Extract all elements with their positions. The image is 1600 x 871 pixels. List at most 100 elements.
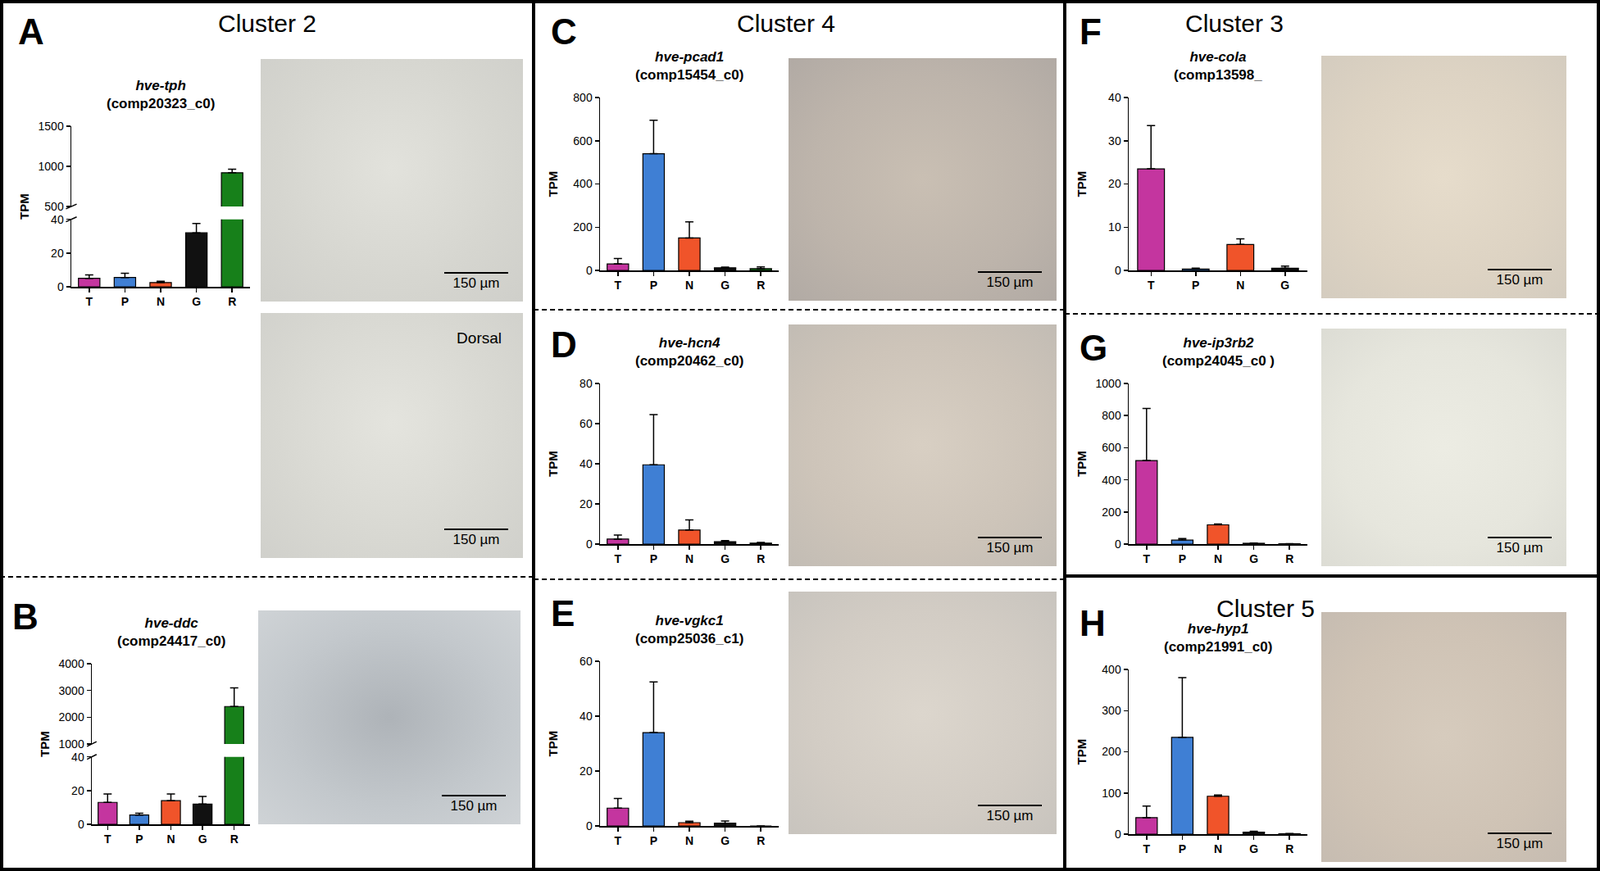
svg-text:P: P <box>650 552 658 566</box>
svg-text:20: 20 <box>579 497 593 511</box>
svg-text:TPM: TPM <box>1074 739 1089 766</box>
svg-text:R: R <box>756 834 765 848</box>
svg-text:hve-hyp1(comp21991_c0): hve-hyp1(comp21991_c0) <box>1163 621 1273 655</box>
svg-text:G: G <box>720 278 730 292</box>
svg-text:0: 0 <box>586 263 593 278</box>
svg-text:hve-hcn4(comp20462_c0): hve-hcn4(comp20462_c0) <box>635 335 744 369</box>
svg-text:0: 0 <box>586 537 593 551</box>
svg-text:G: G <box>720 834 730 848</box>
svg-text:80: 80 <box>579 377 593 391</box>
svg-text:20: 20 <box>50 246 64 260</box>
svg-text:hve-cola(comp13598_: hve-cola(comp13598_ <box>1173 49 1263 83</box>
svg-text:T: T <box>1143 842 1151 856</box>
svg-text:N: N <box>1213 842 1223 856</box>
svg-text:P: P <box>650 834 658 848</box>
svg-text:3000: 3000 <box>59 684 85 698</box>
svg-text:4000: 4000 <box>59 657 85 671</box>
svg-text:30: 30 <box>1108 134 1122 148</box>
svg-text:T: T <box>614 552 623 566</box>
svg-text:600: 600 <box>1101 440 1122 455</box>
svg-text:R: R <box>756 552 765 566</box>
svg-text:200: 200 <box>572 220 593 234</box>
svg-text:P: P <box>121 295 129 309</box>
svg-text:T: T <box>1143 552 1151 566</box>
svg-text:G: G <box>198 832 208 846</box>
svg-text:1000: 1000 <box>38 159 64 173</box>
svg-text:20: 20 <box>579 764 593 778</box>
svg-text:hve-ip3rb2(comp24045_c0 ): hve-ip3rb2(comp24045_c0 ) <box>1162 335 1275 369</box>
svg-text:0: 0 <box>57 280 64 294</box>
svg-text:20: 20 <box>71 784 85 798</box>
svg-text:600: 600 <box>572 134 593 148</box>
svg-text:N: N <box>1213 552 1223 566</box>
svg-text:2000: 2000 <box>59 710 85 724</box>
svg-text:TPM: TPM <box>545 731 560 758</box>
svg-text:1000: 1000 <box>59 737 85 751</box>
svg-text:R: R <box>227 295 237 309</box>
svg-text:800: 800 <box>572 90 593 105</box>
svg-text:N: N <box>1236 278 1245 292</box>
svg-text:R: R <box>1285 552 1294 566</box>
svg-text:T: T <box>614 834 623 848</box>
svg-text:N: N <box>685 278 694 292</box>
svg-text:T: T <box>86 295 94 309</box>
svg-text:400: 400 <box>572 177 593 191</box>
svg-text:800: 800 <box>1101 409 1122 423</box>
svg-text:0: 0 <box>1114 827 1122 841</box>
svg-text:G: G <box>1249 842 1259 856</box>
svg-text:10: 10 <box>1108 220 1122 234</box>
svg-text:TPM: TPM <box>545 171 560 198</box>
svg-text:G: G <box>1280 278 1290 292</box>
svg-text:40: 40 <box>50 213 64 227</box>
svg-text:1000: 1000 <box>1095 377 1122 391</box>
svg-text:200: 200 <box>1101 505 1122 519</box>
svg-text:P: P <box>1178 842 1187 856</box>
svg-text:0: 0 <box>1114 537 1122 551</box>
svg-text:hve-pcad1(comp15454_c0): hve-pcad1(comp15454_c0) <box>635 49 744 83</box>
svg-text:G: G <box>1249 552 1259 566</box>
svg-text:T: T <box>614 278 623 292</box>
svg-text:TPM: TPM <box>1074 171 1089 198</box>
svg-text:500: 500 <box>44 200 64 214</box>
svg-text:R: R <box>1285 842 1294 856</box>
svg-text:60: 60 <box>579 654 593 669</box>
svg-text:TPM: TPM <box>17 193 32 220</box>
svg-text:N: N <box>156 295 165 309</box>
svg-text:R: R <box>230 832 239 846</box>
svg-text:0: 0 <box>1114 263 1122 278</box>
svg-text:P: P <box>1178 552 1187 566</box>
svg-text:hve-tph(comp20323_c0): hve-tph(comp20323_c0) <box>106 77 215 112</box>
svg-text:40: 40 <box>71 750 85 764</box>
svg-text:400: 400 <box>1101 473 1122 487</box>
svg-text:T: T <box>104 832 112 846</box>
svg-text:N: N <box>685 552 694 566</box>
svg-text:G: G <box>720 552 730 566</box>
svg-text:TPM: TPM <box>545 450 560 478</box>
svg-text:400: 400 <box>1101 663 1122 677</box>
svg-text:200: 200 <box>1101 745 1122 759</box>
svg-text:60: 60 <box>579 417 593 431</box>
svg-text:300: 300 <box>1101 704 1122 718</box>
svg-text:N: N <box>685 834 694 848</box>
svg-text:100: 100 <box>1101 786 1122 800</box>
svg-text:40: 40 <box>579 709 593 723</box>
svg-text:P: P <box>1191 278 1200 292</box>
svg-text:40: 40 <box>579 457 593 471</box>
svg-text:R: R <box>756 278 765 292</box>
svg-text:0: 0 <box>586 819 593 833</box>
svg-text:G: G <box>191 295 201 309</box>
svg-text:hve-vgkc1(comp25036_c1): hve-vgkc1(comp25036_c1) <box>635 613 744 647</box>
svg-text:T: T <box>1147 278 1155 292</box>
svg-text:0: 0 <box>77 818 85 832</box>
svg-text:1500: 1500 <box>38 119 64 133</box>
svg-text:hve-ddc(comp24417_c0): hve-ddc(comp24417_c0) <box>117 615 226 650</box>
svg-text:P: P <box>135 832 143 846</box>
svg-text:40: 40 <box>1108 90 1122 105</box>
svg-text:20: 20 <box>1108 177 1122 191</box>
svg-text:TPM: TPM <box>37 731 52 758</box>
html-text:Cluster 2: Cluster 2 <box>218 9 317 37</box>
svg-text:N: N <box>166 832 175 846</box>
svg-text:P: P <box>650 278 658 292</box>
svg-text:TPM: TPM <box>1074 450 1089 478</box>
html-text:G: G <box>1079 327 1108 369</box>
